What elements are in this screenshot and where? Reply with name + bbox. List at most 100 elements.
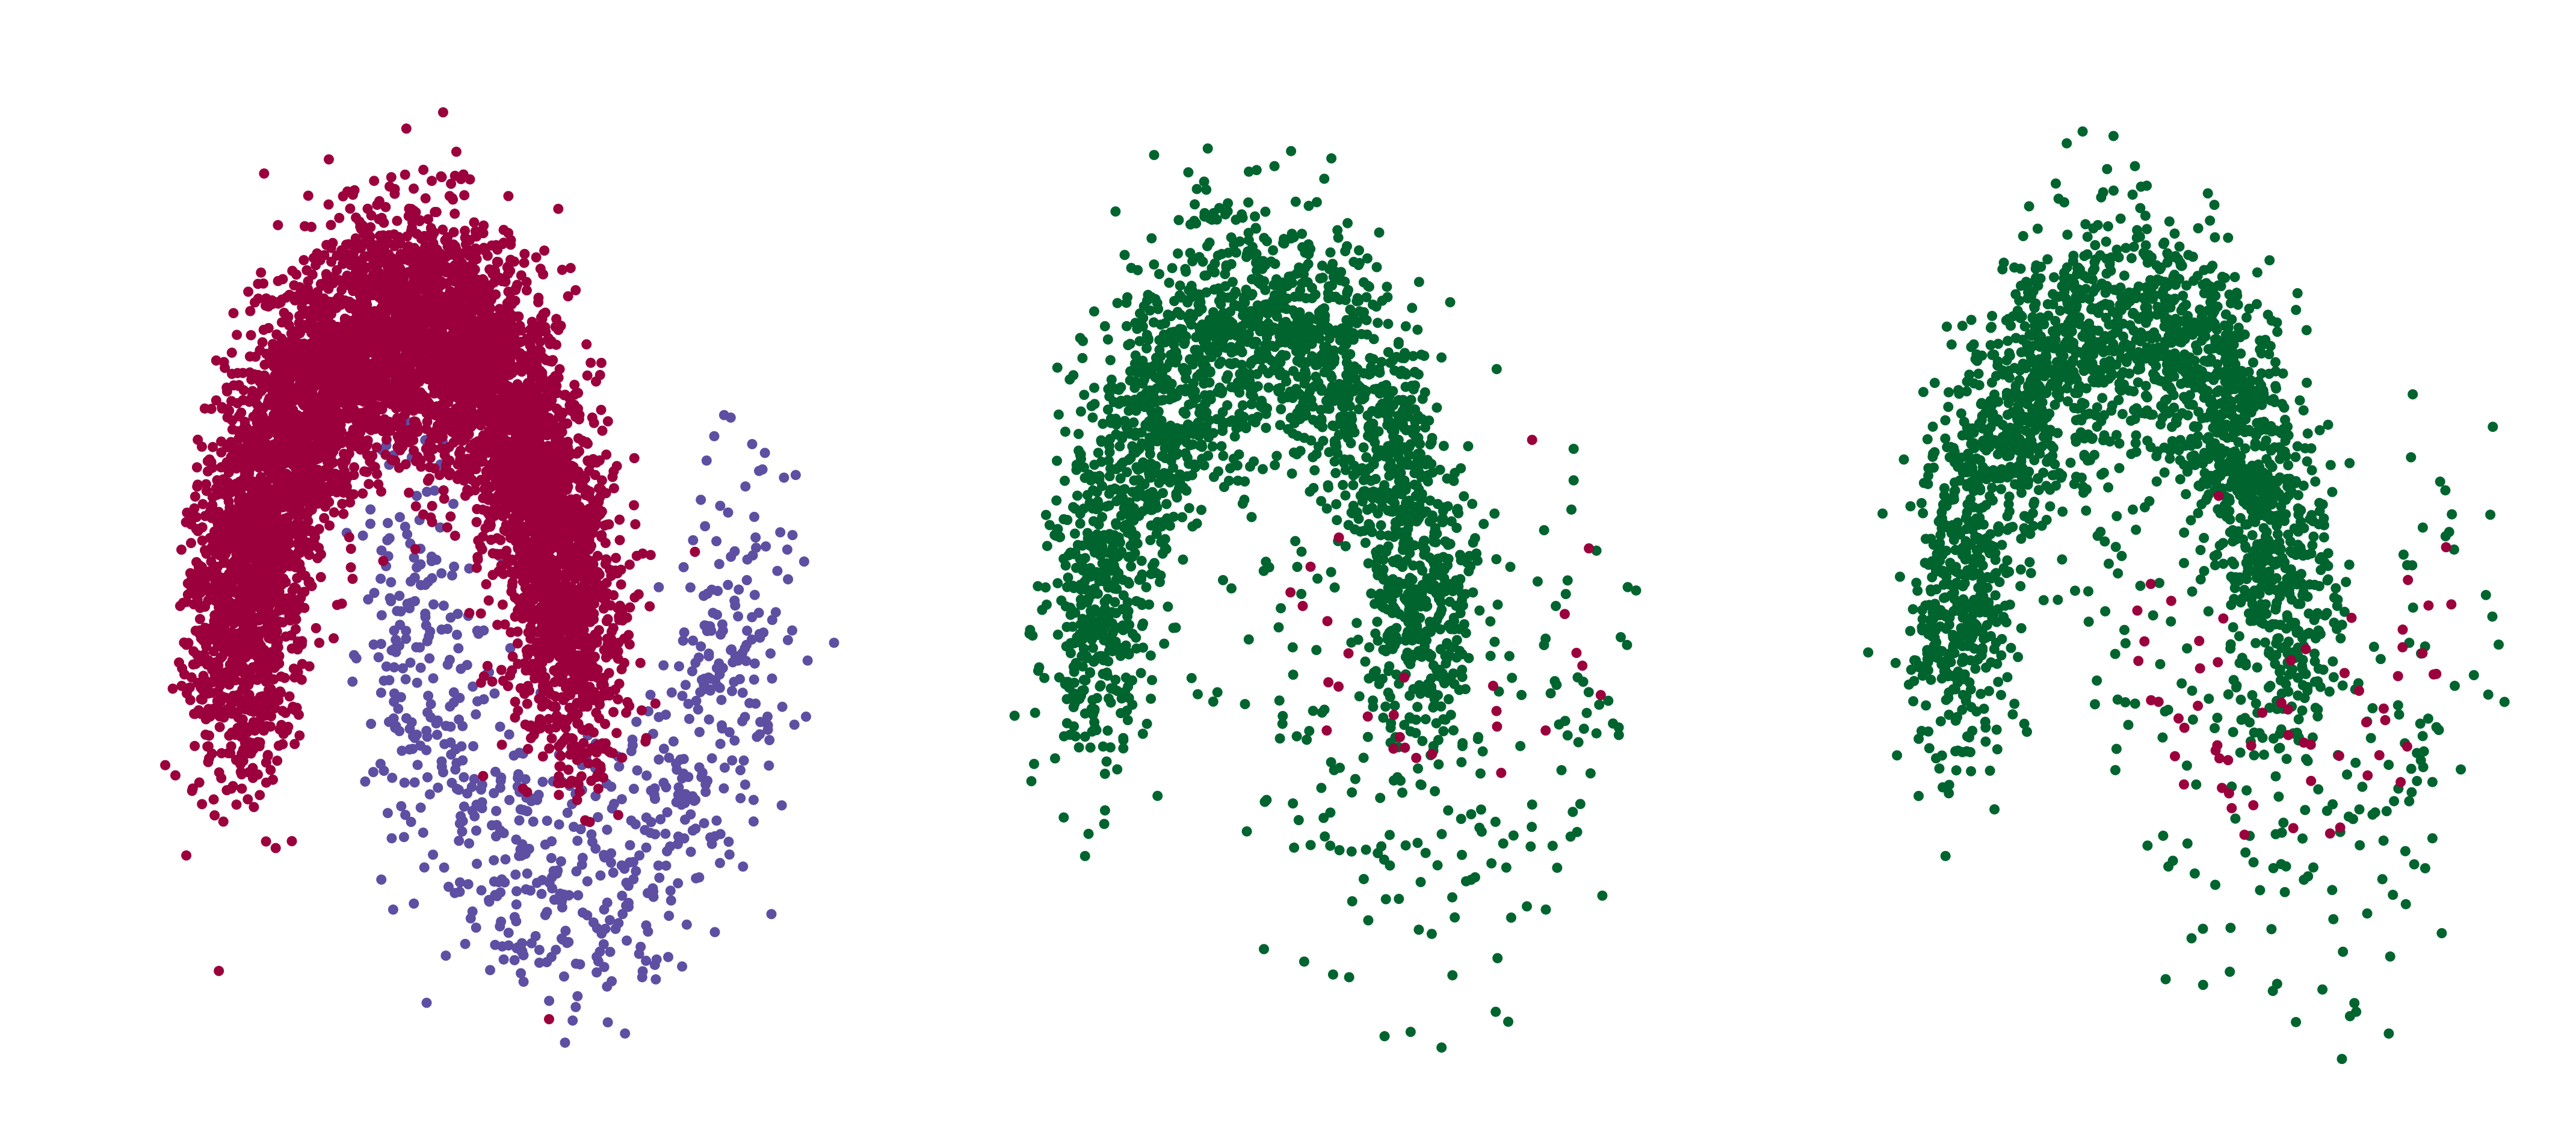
minority-point	[595, 946, 605, 957]
minority-point	[375, 639, 386, 650]
minority-point	[741, 639, 752, 650]
minority-point	[459, 801, 469, 812]
minority-point	[436, 761, 447, 772]
minority-point	[640, 825, 650, 835]
majority-point	[197, 499, 208, 509]
minority-point	[388, 904, 398, 915]
minority-point	[510, 869, 521, 880]
minority-point	[738, 755, 749, 766]
minority-point	[691, 695, 702, 706]
minority-point	[718, 410, 729, 420]
minority-point	[775, 527, 786, 538]
minority-point	[471, 825, 481, 836]
minority-point	[658, 660, 669, 671]
majority-point	[228, 308, 239, 319]
minority-point	[577, 907, 588, 918]
minority-point	[690, 823, 701, 834]
minority-point	[508, 750, 519, 761]
minority-point	[428, 849, 439, 860]
majority-point	[381, 434, 392, 445]
majority-point	[357, 488, 368, 499]
minority-point	[366, 719, 377, 729]
majority-point	[314, 638, 325, 648]
majority-point	[304, 550, 315, 560]
majority-point	[191, 462, 202, 473]
minority-point	[560, 926, 571, 936]
minority-point	[423, 690, 434, 701]
minority-point	[754, 466, 764, 476]
minority-point	[666, 895, 676, 906]
minority-point	[489, 876, 499, 887]
majority-point	[209, 810, 220, 821]
majority-point	[614, 678, 625, 689]
majority-point	[332, 600, 342, 610]
majority-point	[644, 601, 655, 612]
minority-point	[389, 688, 400, 699]
majority-point	[334, 212, 345, 223]
minority-point	[749, 511, 759, 522]
minority-point	[641, 955, 652, 966]
majority-point	[596, 357, 607, 368]
majority-point	[276, 719, 287, 730]
minority-point	[600, 923, 611, 934]
minority-point	[664, 911, 675, 921]
minority-point	[451, 629, 462, 640]
majority-point	[301, 265, 312, 275]
majority-point	[306, 541, 317, 552]
majority-point	[585, 617, 596, 627]
majority-point	[420, 193, 431, 204]
majority-point	[512, 638, 523, 649]
minority-point	[422, 772, 433, 783]
minority-point	[729, 595, 740, 606]
minority-point	[716, 695, 727, 706]
minority-point	[673, 782, 684, 793]
minority-point	[750, 698, 761, 709]
majority-point	[206, 457, 217, 467]
majority-point	[176, 680, 187, 691]
minority-point	[645, 689, 656, 700]
majority-point	[192, 481, 203, 492]
minority-point	[485, 965, 495, 976]
minority-point	[699, 591, 709, 601]
minority-point	[409, 572, 420, 583]
majority-point	[185, 695, 196, 706]
minority-point	[702, 775, 713, 786]
majority-point	[611, 728, 622, 739]
minority-point	[727, 755, 738, 766]
minority-point	[586, 829, 597, 840]
minority-point	[399, 777, 410, 788]
majority-point	[519, 257, 530, 268]
minority-point	[614, 761, 625, 772]
minority-point	[514, 850, 525, 861]
minority-point	[407, 743, 418, 754]
minority-point	[699, 674, 710, 684]
minority-point	[741, 656, 752, 666]
minority-point	[641, 812, 652, 823]
minority-point	[452, 609, 463, 620]
majority-point	[404, 487, 415, 498]
minority-point	[726, 552, 737, 562]
minority-point	[542, 816, 552, 826]
majority-point	[624, 559, 635, 570]
majority-point	[291, 583, 301, 594]
minority-point	[363, 594, 374, 605]
minority-point	[382, 535, 393, 546]
minority-point	[767, 615, 777, 626]
minority-point	[679, 627, 690, 638]
minority-point	[401, 633, 412, 644]
minority-point	[622, 935, 632, 946]
majority-point	[584, 564, 595, 575]
minority-point	[386, 577, 397, 588]
minority-point	[703, 714, 714, 725]
minority-point	[454, 692, 465, 703]
minority-point	[711, 663, 722, 674]
minority-point	[555, 856, 566, 867]
majority-point	[438, 485, 449, 496]
minority-point	[432, 730, 442, 740]
majority-point	[475, 541, 486, 552]
minority-point	[783, 574, 794, 585]
minority-point	[688, 535, 699, 546]
majority-point	[574, 446, 584, 457]
minority-point	[435, 522, 445, 533]
minority-point	[405, 657, 416, 668]
